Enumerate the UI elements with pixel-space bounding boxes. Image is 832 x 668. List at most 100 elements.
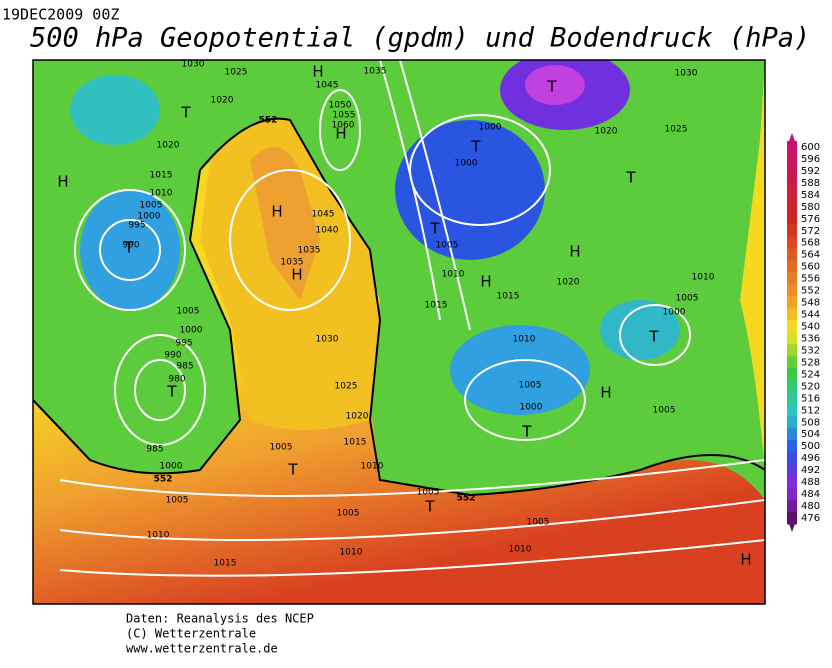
- isobar-label: 1010: [340, 548, 363, 558]
- colorbar-swatch: [787, 344, 797, 357]
- pressure-center: H: [480, 273, 491, 291]
- footer-line: Daten: Reanalysis des NCEP: [126, 612, 314, 626]
- isobar-label: 1010: [513, 335, 536, 345]
- isobar-label: 985: [146, 445, 163, 455]
- colorbar-label: 500: [801, 441, 820, 452]
- isobar-label: 995: [175, 339, 192, 349]
- isobar-label: 1005: [527, 518, 550, 528]
- colorbar-swatch: [787, 416, 797, 429]
- isobar-label: 1010: [361, 462, 384, 472]
- isobar-label: 1005: [417, 488, 440, 498]
- colorbar-swatch: [787, 404, 797, 417]
- colorbar-label: 552: [801, 286, 820, 297]
- isobar-label: 1060: [332, 121, 355, 131]
- isobar-label: 1000: [479, 123, 502, 133]
- isobar-label: 1015: [497, 292, 520, 302]
- colorbar-swatch: [787, 284, 797, 298]
- isobar-label: 1035: [298, 246, 321, 256]
- isobar-label: 1010: [442, 270, 465, 280]
- pressure-center: T: [429, 220, 440, 238]
- colorbar-swatch: [787, 476, 797, 489]
- pressure-center: T: [470, 138, 481, 156]
- isobar-label: 1025: [665, 125, 688, 135]
- pressure-center: H: [600, 384, 611, 402]
- low-magenta: [525, 65, 585, 105]
- pressure-center: T: [287, 461, 298, 479]
- colorbar-label: 584: [801, 190, 820, 201]
- isobar-label: 1005: [653, 406, 676, 416]
- colorbar-swatch: [787, 368, 797, 381]
- isobar-label: 1055: [333, 111, 356, 121]
- footer-line: www.wetterzentrale.de: [126, 642, 278, 656]
- map-area: [33, 60, 765, 604]
- pressure-center: T: [424, 498, 435, 516]
- isobar-label: 1010: [150, 189, 173, 199]
- colorbar-label: 524: [801, 369, 820, 380]
- low-blue: [395, 120, 545, 260]
- ridge-core: [250, 147, 320, 300]
- isobar-label: 1050: [329, 101, 352, 111]
- isobar-label: 1020: [211, 96, 234, 106]
- yellow-east: [740, 60, 765, 470]
- pressure-center: H: [569, 243, 580, 261]
- colorbar-swatch: [787, 500, 797, 513]
- isobar-label: 1000: [138, 212, 161, 222]
- colorbar-label: 532: [801, 345, 820, 356]
- colorbar-swatch: [787, 428, 797, 441]
- colorbar-label: 572: [801, 226, 820, 237]
- isobar-label: 1020: [557, 278, 580, 288]
- isobar-label: 1025: [335, 382, 358, 392]
- pressure-center: T: [625, 169, 636, 187]
- isobar-label: 1035: [364, 67, 387, 77]
- isobar-label: 1045: [316, 81, 339, 91]
- colorbar-label: 492: [801, 465, 820, 476]
- isobar-label: 1005: [177, 307, 200, 317]
- colorbar-label: 564: [801, 250, 820, 261]
- colorbar-swatch: [787, 176, 797, 190]
- pressure-center: H: [335, 125, 346, 143]
- isobar-label: 1025: [225, 68, 248, 78]
- isobar-label: 1015: [214, 559, 237, 569]
- isobar-label: 1000: [520, 403, 543, 413]
- contour-label: 552: [259, 116, 278, 126]
- isobar-label: 1010: [147, 531, 170, 541]
- colorbar-label: 504: [801, 429, 820, 440]
- isobar-label: 1045: [312, 210, 335, 220]
- isobar-label: 990: [122, 241, 139, 251]
- colorbar-swatch: [787, 141, 797, 154]
- isobar-label: 1015: [425, 301, 448, 311]
- pressure-center: T: [648, 328, 659, 346]
- colorbar-label: 516: [801, 393, 820, 404]
- isobar-label: 1020: [157, 141, 180, 151]
- isobar-label: 1005: [140, 201, 163, 211]
- low-west: [80, 190, 180, 310]
- contour-552: [33, 117, 765, 497]
- colorbar-label: 592: [801, 166, 820, 177]
- colorbar-swatch: [787, 272, 797, 286]
- isobar-label: 985: [176, 362, 193, 372]
- low-central: [450, 325, 590, 415]
- contour-label: 552: [154, 475, 173, 485]
- colorbar-label: 476: [801, 513, 820, 524]
- colorbar-label: 536: [801, 333, 820, 344]
- colorbar-label: 512: [801, 405, 820, 416]
- map-frame: [32, 59, 766, 605]
- pressure-center: T: [521, 423, 532, 441]
- isobar-label: 1005: [270, 443, 293, 453]
- cyan-nw: [70, 75, 160, 145]
- isobar-label: 1010: [692, 273, 715, 283]
- colorbar-label: 596: [801, 154, 820, 165]
- pressure-center: T: [123, 239, 134, 257]
- colorbar-swatch: [787, 452, 797, 465]
- colorbar-swatch: [787, 296, 797, 310]
- isobar-label: 1000: [180, 326, 203, 336]
- isobar-label: 1030: [675, 69, 698, 79]
- colorbar-swatch: [787, 440, 797, 453]
- colorbar-label: 548: [801, 298, 820, 309]
- pressure-center: H: [271, 203, 282, 221]
- colorbar-swatch: [787, 464, 797, 477]
- colorbar-swatch: [787, 308, 797, 322]
- colorbar-label: 544: [801, 310, 820, 321]
